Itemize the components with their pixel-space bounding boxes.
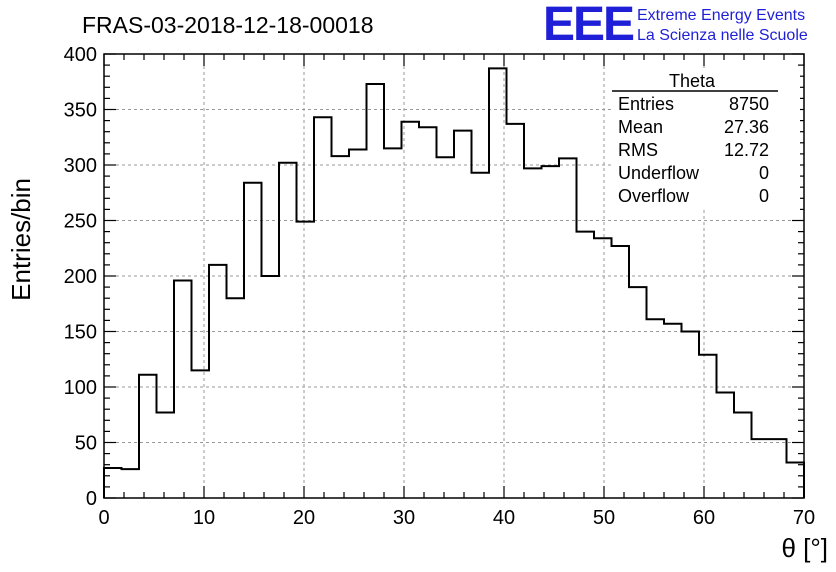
histogram-bin-21 [472,173,490,498]
histogram-bin-10 [279,163,297,498]
axis-ticks [103,53,805,499]
histogram-bin-14 [349,149,367,498]
histogram-bin-7 [227,298,245,498]
histogram-bin-22 [489,68,507,498]
x-axis-label: θ [°] [781,533,828,563]
y-tick-label: 150 [64,322,97,344]
stat-value-overflow: 0 [759,186,769,206]
logo-line-2: La Scienza nelle Scuole [637,27,808,44]
histogram-bin-5 [192,370,210,498]
histogram-bin-3 [157,413,175,498]
y-tick-label: 100 [64,377,97,399]
stat-label-mean: Mean [618,117,663,137]
histogram-bin-12 [314,117,332,498]
histogram-bin-15 [367,84,385,498]
x-tick-label: 0 [98,507,109,529]
stats-box-name: Theta [669,71,716,91]
histogram-bin-11 [297,222,315,498]
y-tick-label: 50 [75,433,97,455]
x-tick-label: 20 [293,507,315,529]
stat-label-rms: RMS [618,140,658,160]
x-tick-label: 60 [693,507,715,529]
histogram-bin-9 [262,276,280,498]
histogram-bin-2 [139,375,157,498]
stat-value-rms: 12.72 [724,140,769,160]
eee-logo: EEE Extreme Energy Events La Scienza nel… [543,0,808,51]
logo-letters: EEE [543,0,634,51]
histogram-bin-34 [699,355,717,498]
y-tick-label: 0 [86,488,97,510]
histogram-bin-32 [664,324,682,498]
histogram-bin-35 [717,393,735,498]
histogram-bin-8 [244,183,262,498]
y-tick-label: 250 [64,211,97,233]
stat-value-underflow: 0 [759,163,769,183]
stats-box: Theta Entries 8750 Mean 27.36 RMS 12.72 … [612,68,800,210]
histogram-bin-20 [454,131,472,498]
y-tick-label: 200 [64,266,97,288]
histogram-bin-33 [682,332,700,499]
x-tick-label: 70 [793,507,815,529]
chart-title: FRAS-03-2018-12-18-00018 [82,12,374,38]
histogram-bin-17 [402,122,420,498]
histogram-bin-30 [629,287,647,498]
y-tick-label: 400 [64,44,97,66]
y-tick-label: 300 [64,155,97,177]
logo-line-1: Extreme Energy Events [637,7,805,24]
histogram-bin-31 [647,319,665,498]
histogram-bin-36 [734,413,752,498]
x-tick-label: 30 [393,507,415,529]
x-tick-labels: 0 10 20 30 40 50 60 70 [98,507,815,529]
histogram-bin-0 [104,468,122,498]
x-tick-label: 40 [493,507,515,529]
histogram-bars [103,67,805,499]
stat-label-underflow: Underflow [618,163,700,183]
histogram-outline [103,67,805,498]
y-tick-labels: 0 50 100 150 200 250 300 350 400 [64,44,97,510]
histogram-bin-24 [524,168,542,498]
stat-label-entries: Entries [618,94,674,114]
histogram-bin-39 [787,462,805,498]
histogram-bin-25 [542,166,560,498]
histogram-bin-26 [559,158,577,498]
stat-value-entries: 8750 [729,94,769,114]
histogram-bin-37 [752,439,770,498]
histogram-bin-13 [332,156,350,498]
histogram-bin-27 [577,232,595,498]
histogram-bin-6 [209,265,227,498]
x-tick-label: 50 [593,507,615,529]
stat-value-mean: 27.36 [724,117,769,137]
histogram-bin-38 [769,439,787,498]
x-tick-label: 10 [193,507,215,529]
y-tick-label: 350 [64,100,97,122]
histogram-bin-23 [507,124,525,498]
stat-label-overflow: Overflow [618,186,690,206]
histogram-bin-16 [384,148,402,498]
histogram-bin-18 [419,127,437,498]
histogram-bin-29 [612,246,630,498]
y-axis-label: Entries/bin [6,178,36,301]
histogram-bin-19 [437,157,455,498]
histogram-bin-4 [174,280,192,498]
histogram-bin-28 [594,238,612,498]
